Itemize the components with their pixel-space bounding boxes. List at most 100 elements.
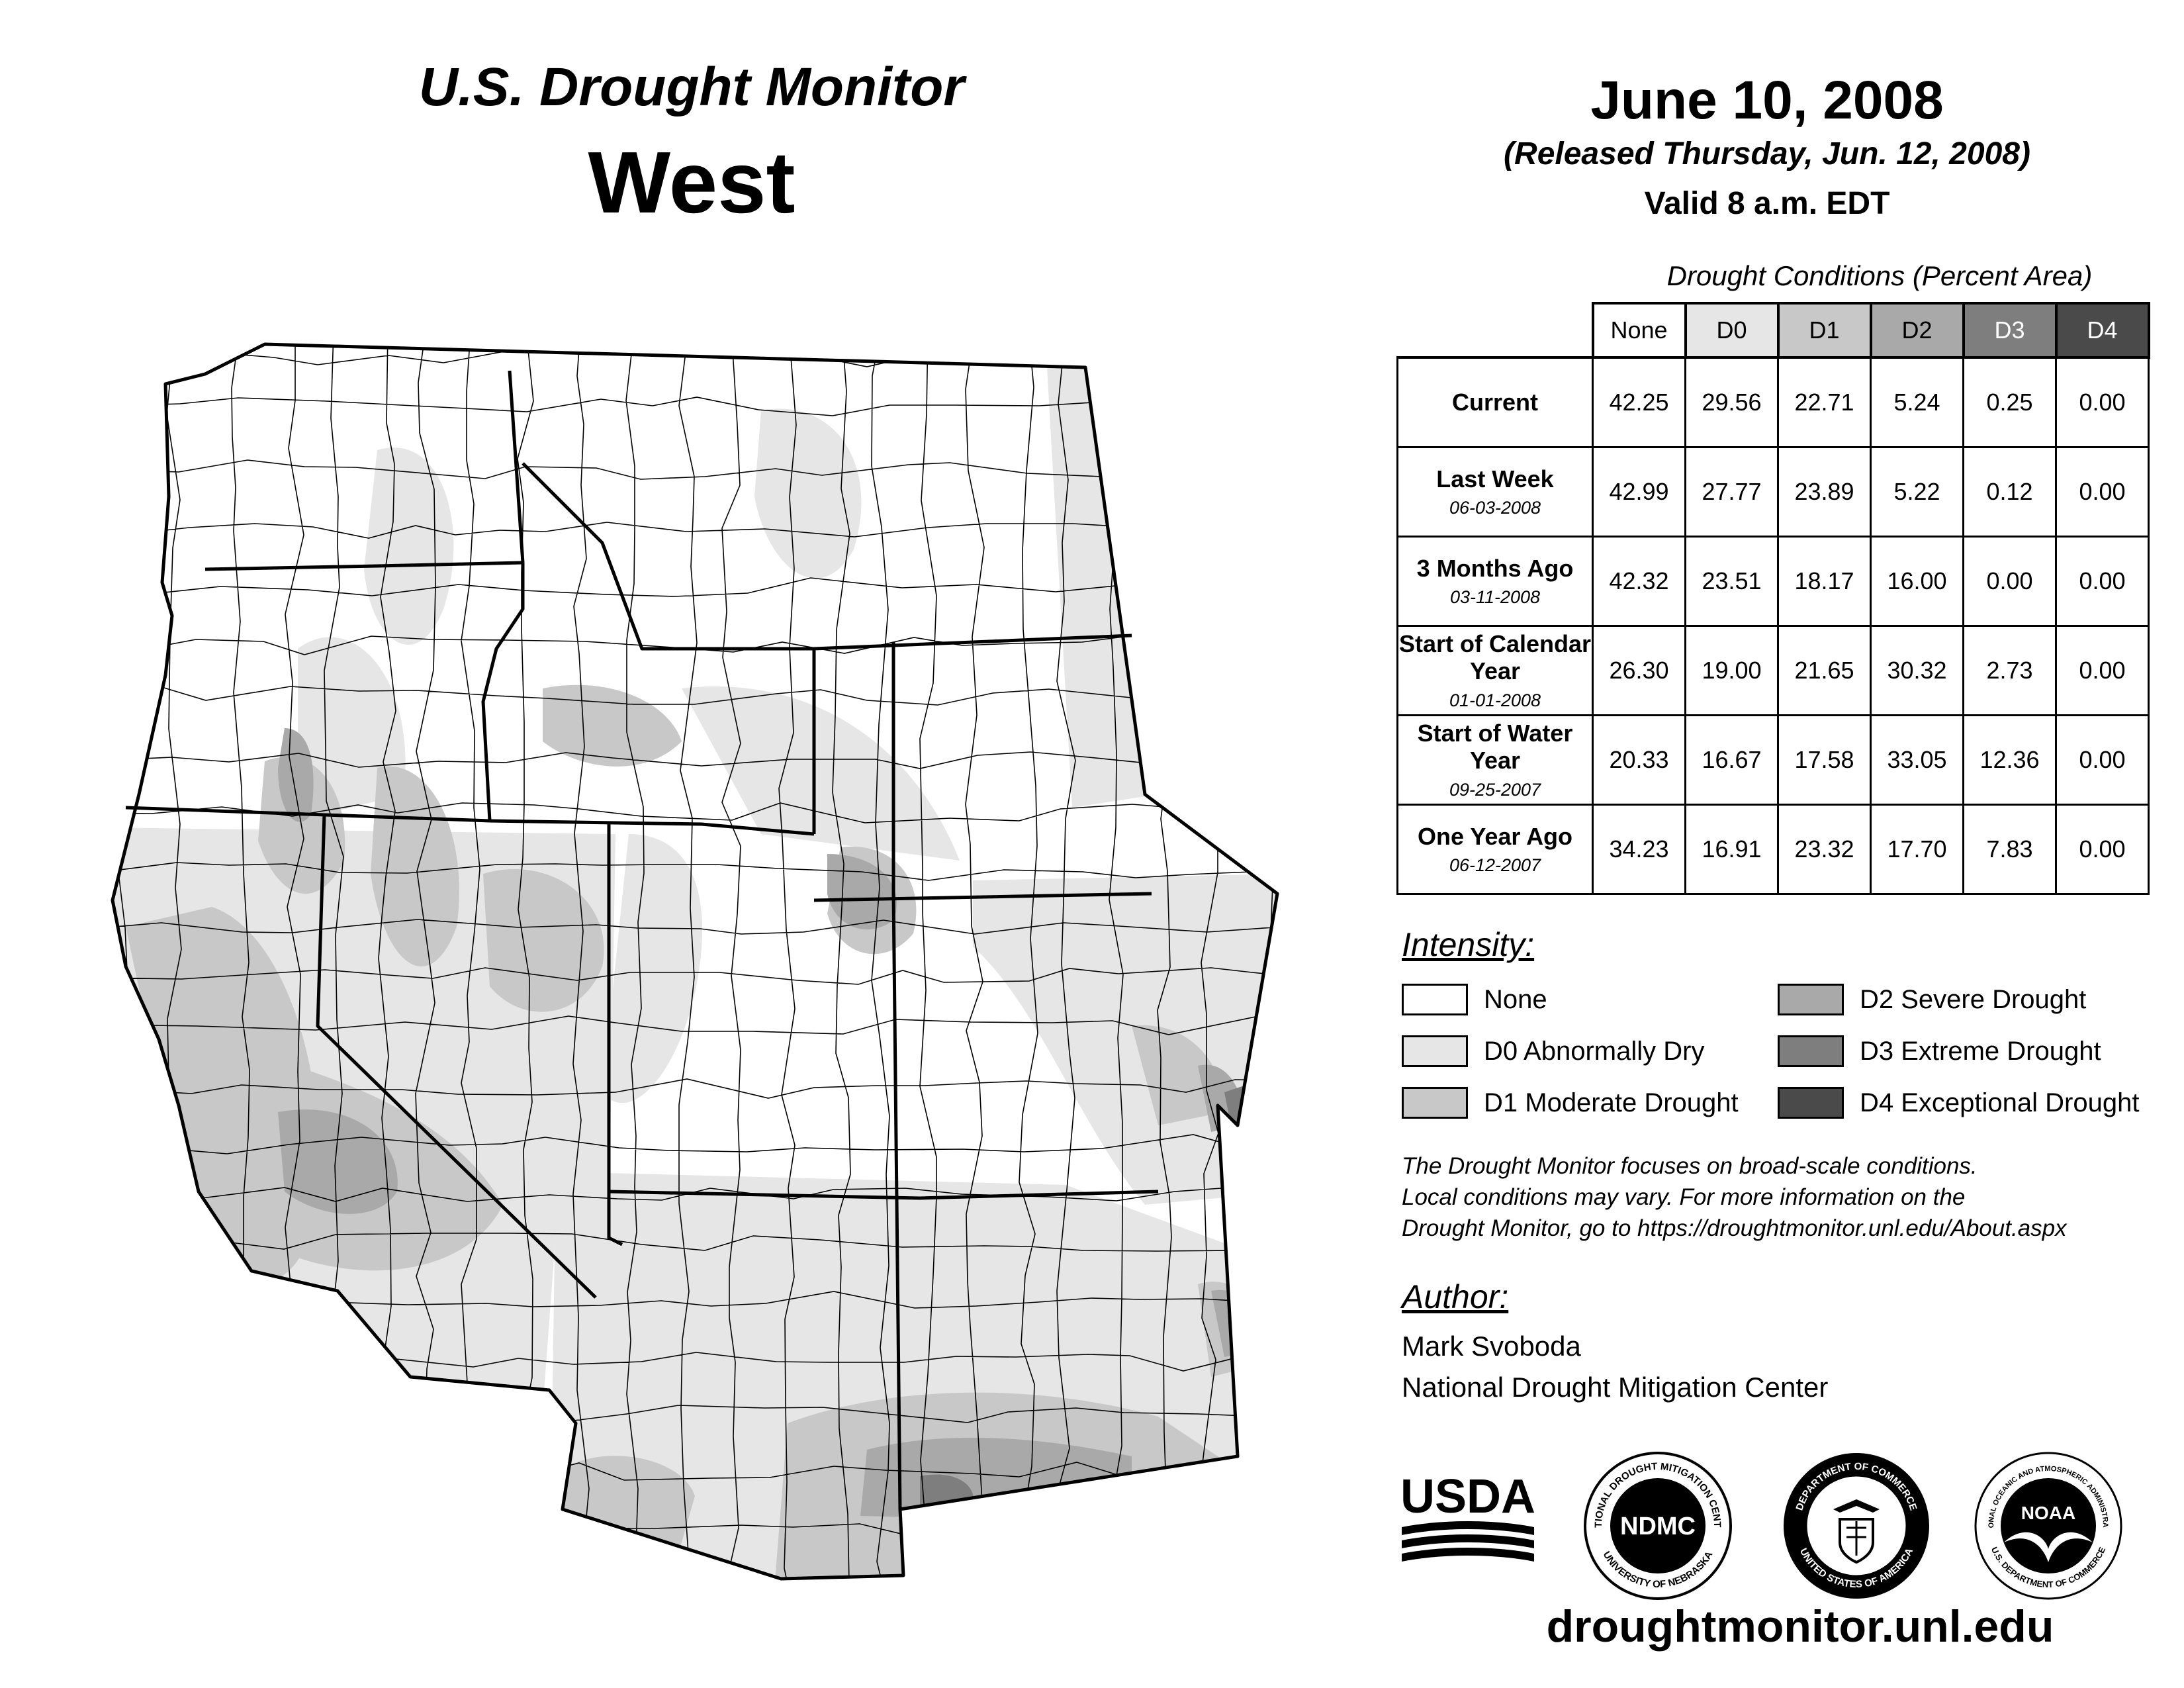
note-line: The Drought Monitor focuses on broad-sca…: [1402, 1153, 1978, 1179]
legend-item-d2: D2 Severe Drought: [1778, 984, 2086, 1015]
row-label: Current: [1396, 356, 1594, 448]
row-label-text: Start of Calendar Year: [1398, 630, 1592, 685]
nv-id-ut-border: [489, 819, 815, 836]
table-cell: 2.73: [1962, 625, 2057, 716]
author-organization: National Drought Mitigation Center: [1402, 1372, 1829, 1403]
table-body: Current 42.25 29.56 22.71 5.24 0.25 0.00 Last W…: [1396, 356, 2150, 895]
legend-label: D4 Exceptional Drought: [1860, 1088, 2140, 1117]
table-row: 3 Months Ago 03-11-2008 42.32 23.51 18.17 16.…: [1396, 536, 2150, 627]
wa-id-border: [508, 370, 525, 563]
row-label-text: Current: [1451, 389, 1538, 416]
legend-item-d0: D0 Abnormally Dry: [1402, 1035, 1704, 1067]
ndmc-logo: NATIONAL DROUGHT MITIGATION CENTER UNIVE…: [1582, 1450, 1732, 1600]
table-row: Current 42.25 29.56 22.71 5.24 0.25 0.00: [1396, 356, 2150, 448]
table-row: Start of Water Year 09-25-2007 20.33 16.67 1…: [1396, 714, 2150, 806]
valid-time: Valid 8 a.m. EDT: [1644, 186, 1890, 221]
table-cell: 34.23: [1592, 804, 1686, 895]
legend-swatch-d3: [1778, 1035, 1844, 1067]
table-cell: 7.83: [1962, 804, 2057, 895]
noaa-bird-icon: [2004, 1532, 2093, 1562]
table-row: Start of Calendar Year 01-01-2008 26.30 19.…: [1396, 625, 2150, 716]
table-cell: 20.33: [1592, 714, 1686, 806]
table-cell: 18.17: [1777, 536, 1872, 627]
or-id-border: [481, 563, 525, 821]
legend-item-d3: D3 Extreme Drought: [1778, 1035, 2101, 1067]
table-cell: 23.51: [1684, 536, 1779, 627]
table-cell: 0.00: [2055, 356, 2150, 448]
table-cell: 12.36: [1962, 714, 2057, 806]
table-caption: Drought Conditions (Percent Area): [1666, 260, 2093, 291]
row-label-text: Start of Water Year: [1417, 720, 1573, 774]
row-label: One Year Ago 06-12-2007: [1396, 804, 1594, 895]
usda-logo: USDA: [1402, 1470, 1534, 1562]
map-date: June 10, 2008: [1590, 70, 1944, 130]
row-label-text: Last Week: [1436, 465, 1554, 492]
map-title: U.S. Drought Monitor: [418, 57, 965, 117]
drought-conditions-table: None D0 D1 D2 D3 D4 Current 42.25 29.56 22.…: [1396, 302, 2150, 895]
col-header-d3: D3: [1962, 302, 2058, 359]
release-date: (Released Thursday, Jun. 12, 2008): [1504, 136, 2030, 171]
ut-co-az-nm-border: [891, 642, 902, 1510]
row-label-date: 06-03-2008: [1449, 498, 1541, 518]
note-line: Drought Monitor, go to https://droughtmo…: [1402, 1215, 2067, 1241]
row-label-text: 3 Months Ago: [1416, 554, 1574, 582]
row-label: Start of Calendar Year 01-01-2008: [1396, 625, 1594, 716]
row-label: Start of Water Year 09-25-2007: [1396, 714, 1594, 806]
commerce-seal-logo: DEPARTMENT OF COMMERCE UNITED STATES OF …: [1784, 1453, 1929, 1599]
table-cell: 27.77: [1684, 446, 1779, 538]
noaa-logo-text: NOAA: [2021, 1503, 2075, 1523]
table-cell: 26.30: [1592, 625, 1686, 716]
table-cell: 23.89: [1777, 446, 1872, 538]
table-cell: 22.71: [1777, 356, 1872, 448]
row-label-text: One Year Ago: [1417, 822, 1573, 850]
table-cell: 16.00: [1870, 536, 1964, 627]
col-header-d1: D1: [1776, 302, 1872, 359]
table-cell: 0.00: [2055, 804, 2150, 895]
table-cell: 5.24: [1870, 356, 1964, 448]
col-header-none: None: [1591, 302, 1687, 359]
table-cell: 0.25: [1962, 356, 2057, 448]
legend-label: None: [1484, 984, 1547, 1014]
row-label: Last Week 06-03-2008: [1396, 446, 1594, 538]
table-cell: 21.65: [1777, 625, 1872, 716]
legend-label: D3 Extreme Drought: [1860, 1036, 2101, 1066]
table-cell: 42.99: [1592, 446, 1686, 538]
table-cell: 29.56: [1684, 356, 1779, 448]
table-cell: 17.58: [1777, 714, 1872, 806]
col-header-d0: D0: [1684, 302, 1780, 359]
legend-item-d1: D1 Moderate Drought: [1402, 1087, 1739, 1119]
author-title: Author:: [1402, 1278, 1509, 1315]
legend-label: D1 Moderate Drought: [1484, 1088, 1739, 1117]
table-header-row: None D0 D1 D2 D3 D4: [1397, 302, 2150, 359]
legend-item-d4: D4 Exceptional Drought: [1778, 1087, 2139, 1119]
website-link[interactable]: droughtmonitor.unl.edu: [1546, 1601, 2054, 1652]
col-header-d4: D4: [2054, 302, 2150, 359]
wy-co-border: [813, 892, 1152, 902]
legend-title: Intensity:: [1402, 926, 1535, 963]
shield-icon: [1839, 1518, 1874, 1564]
col-header-d2: D2: [1869, 302, 1965, 359]
table-cell: 0.00: [2055, 536, 2150, 627]
usda-logo-text: USDA: [1402, 1470, 1534, 1523]
legend-swatch-d4: [1778, 1087, 1844, 1119]
or-ca-nv-border: [125, 806, 490, 823]
legend-label: D2 Severe Drought: [1860, 984, 2087, 1014]
table-cell: 42.32: [1592, 536, 1686, 627]
ship-icon: [1846, 1521, 1866, 1556]
region-title: West: [588, 134, 796, 231]
table-cell: 0.00: [1962, 536, 2057, 627]
table-cell: 16.91: [1684, 804, 1779, 895]
noaa-disc: [2001, 1478, 2096, 1573]
row-label-date: 06-12-2007: [1449, 855, 1541, 876]
row-label-date: 09-25-2007: [1449, 779, 1541, 800]
table-corner: [1397, 303, 1593, 359]
disclaimer-note: The Drought Monitor focuses on broad-sca…: [1402, 1150, 2169, 1244]
table-cell: 5.22: [1870, 446, 1964, 538]
row-label-date: 01-01-2008: [1449, 690, 1541, 710]
legend-label: D0 Abnormally Dry: [1484, 1036, 1705, 1066]
author-name: Mark Svoboda: [1402, 1331, 1581, 1362]
note-line: Local conditions may vary. For more info…: [1402, 1184, 1966, 1210]
legend-swatch-d1: [1402, 1087, 1468, 1119]
usda-swoosh: [1402, 1521, 1534, 1535]
table-cell: 23.32: [1777, 804, 1872, 895]
